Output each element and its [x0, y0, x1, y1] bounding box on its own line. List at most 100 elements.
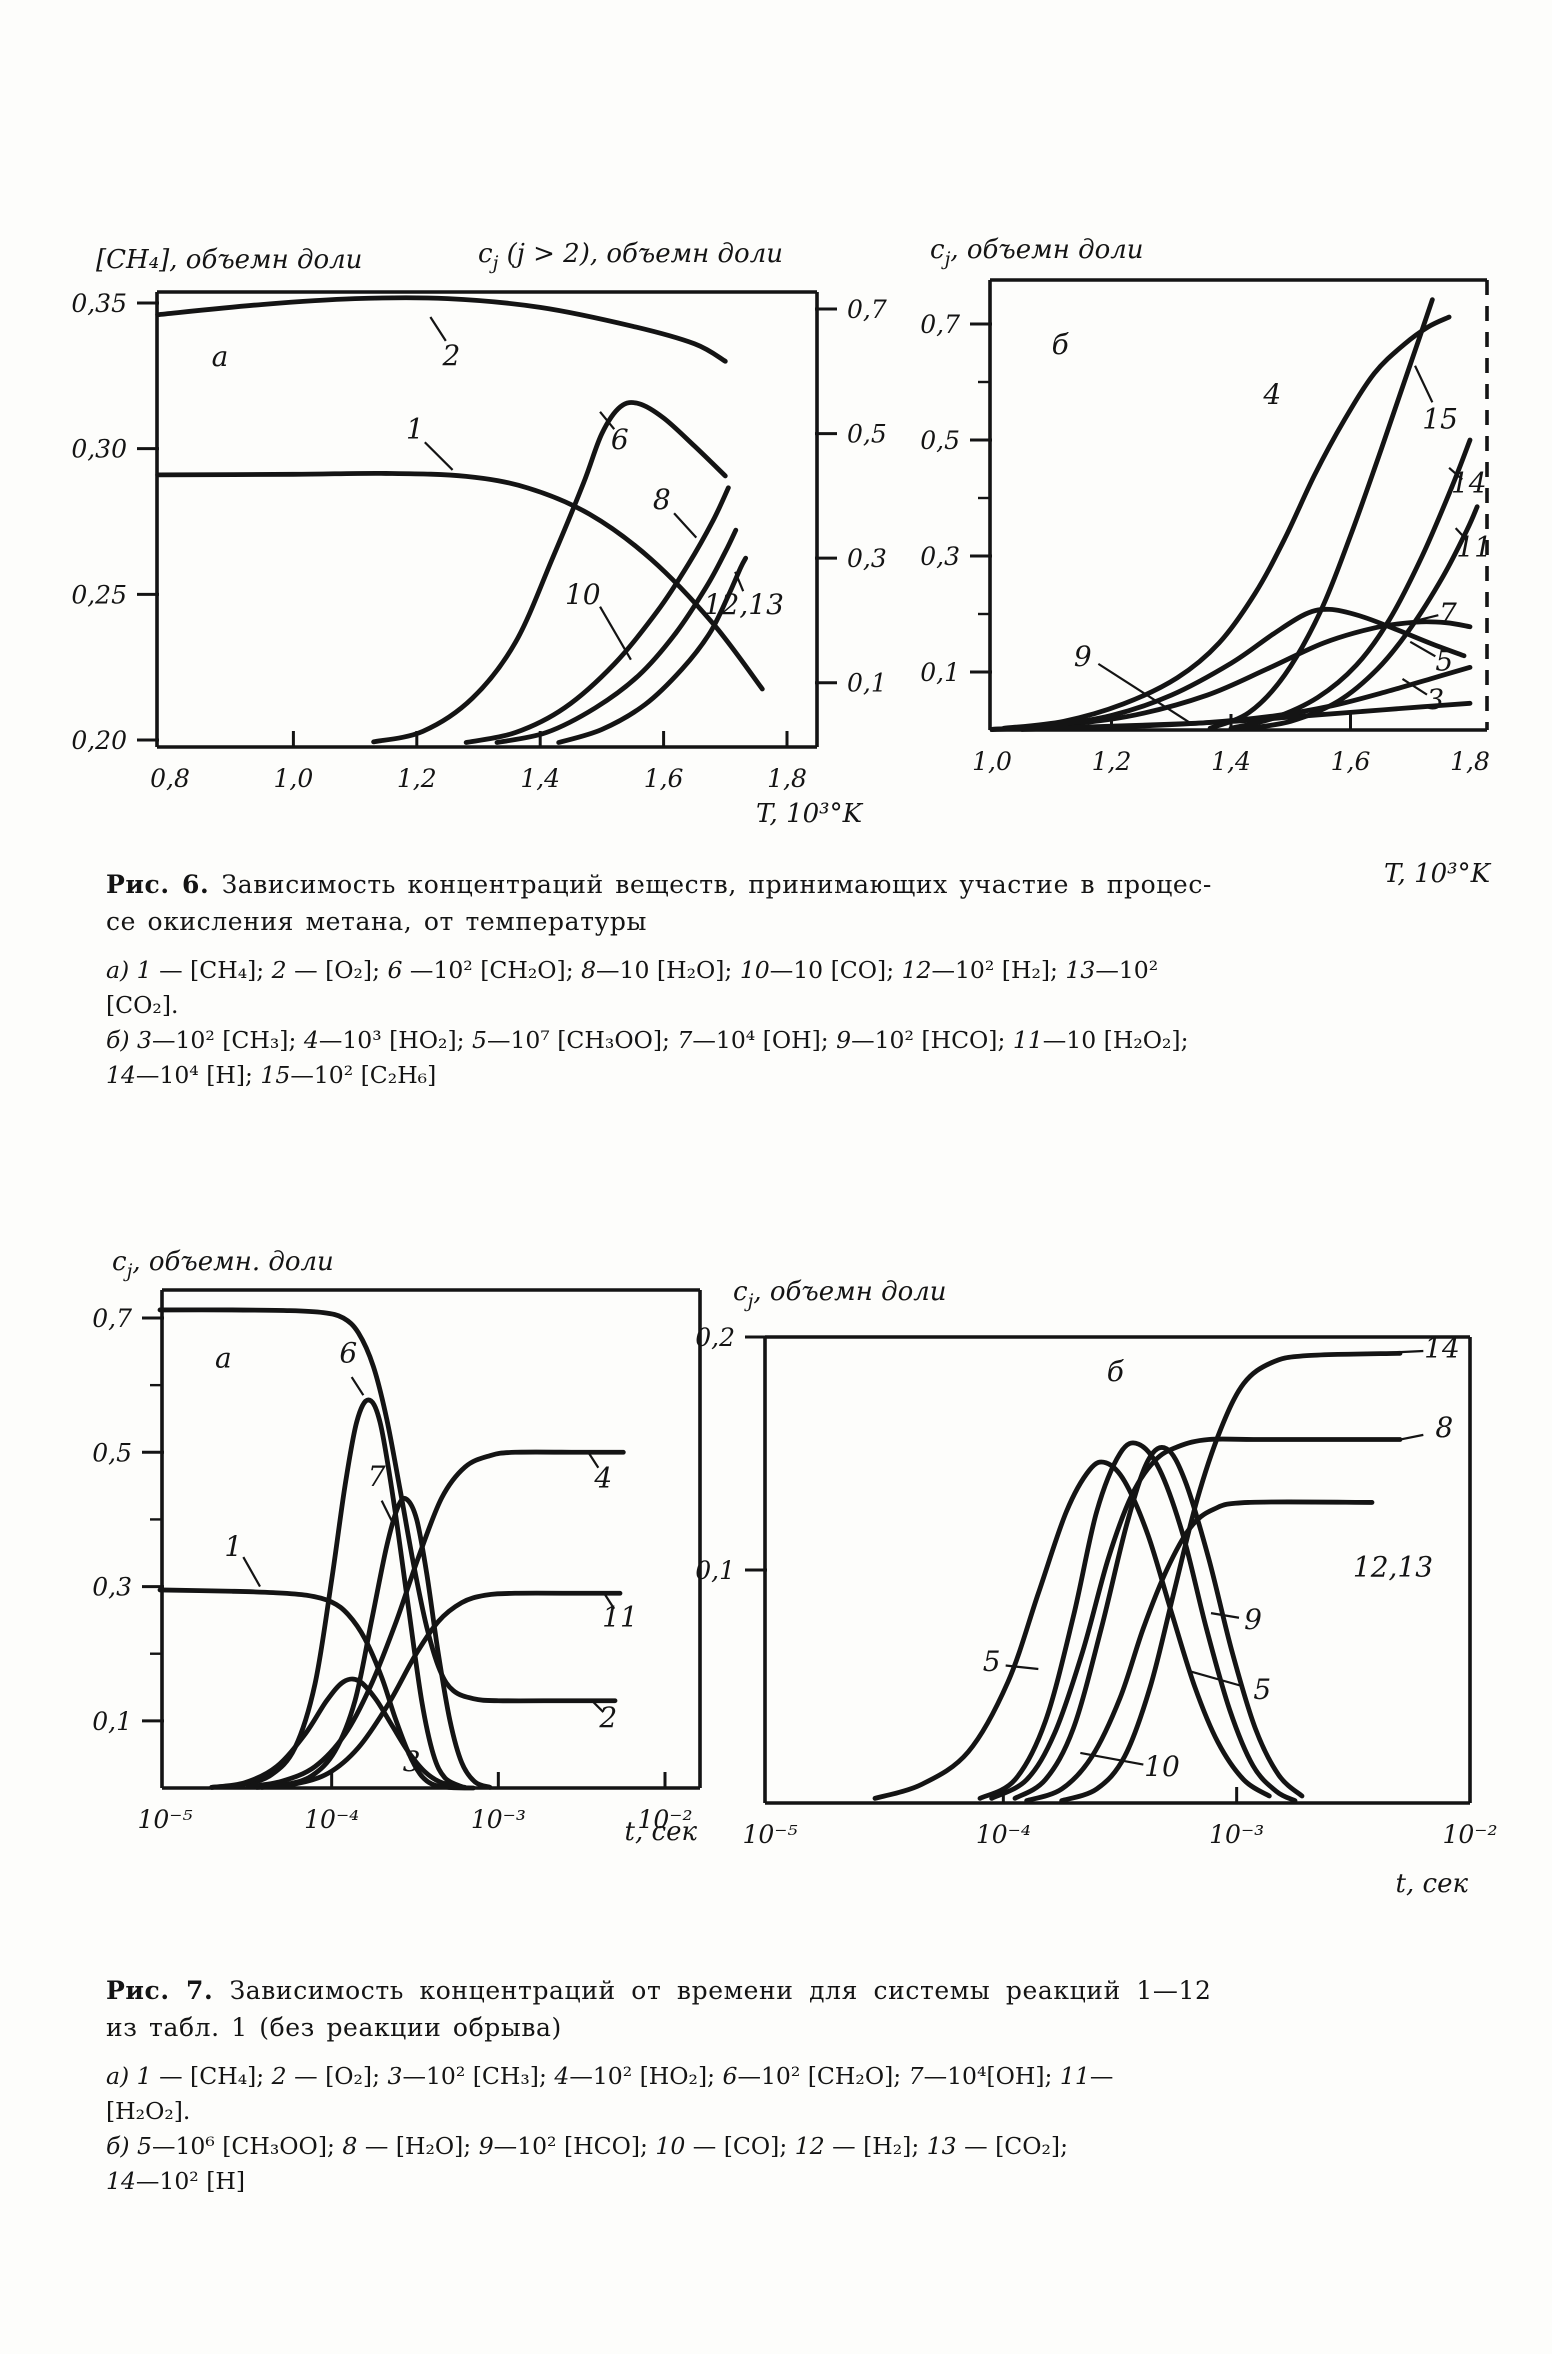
fig7a-curve-label-1: 1 [224, 1530, 242, 1563]
fig7a-leader-line [350, 1376, 365, 1396]
fig6a-x-tick-label: 1,6 [644, 764, 684, 793]
fig6b-curve-label-б: б [1052, 328, 1070, 361]
caption-segment: 11 [1012, 1026, 1043, 1054]
fig7a-leader-line [397, 1729, 407, 1747]
fig6-caption-title-line1: Рис. 6. Зависимость концентраций веществ… [106, 866, 1426, 903]
fig6-caption-list-b1: б) 3—10² [CH₃]; 4—10³ [HO₂]; 5—10⁷ [CH₃O… [106, 1023, 1426, 1058]
fig6a-y-left-axis-title: [CH₄], объемн доли [96, 245, 362, 275]
fig6a-y-tick-label: 0,7 [847, 295, 887, 324]
caption-segment: 3 [387, 2062, 403, 2090]
fig6b-x-tick-label: 1,4 [1211, 747, 1251, 776]
caption-segment: 3 [136, 1026, 152, 1054]
fig7b-series-10-curve [1012, 1445, 1305, 1801]
fig7b-curve-label-б: б [1107, 1355, 1125, 1388]
fig7b-leader-line [1210, 1612, 1240, 1619]
fig6a-x-tick-label: 0,8 [150, 764, 190, 793]
caption-segment: —10² [CH₃]; [151, 1026, 304, 1054]
fig7b-leader-line [1080, 1751, 1144, 1766]
fig6a-series-10-curve [494, 527, 739, 745]
fig6a-series-6-curve [371, 400, 728, 745]
fig7a-series-4-curve [245, 1449, 626, 1790]
fig7a-y-tick-label: 0,3 [92, 1573, 132, 1602]
fig6b-leader-line [1401, 678, 1428, 696]
fig6b-leader-line [1454, 527, 1468, 542]
fig6b-curve-label-9: 9 [1074, 640, 1092, 673]
fig7a-leader-line [242, 1556, 261, 1588]
caption-segment: 1 [136, 2062, 152, 2090]
caption-segment: 4 [303, 1026, 319, 1054]
caption-segment: 10 [739, 956, 770, 984]
fig7-caption-list-a2: [H₂O₂]. [106, 2094, 1426, 2129]
caption-segment: — [H₂]; [824, 2132, 927, 2160]
caption-segment: —10² [C₂H₆] [290, 1061, 437, 1089]
caption-segment: 12 [794, 2132, 825, 2160]
fig6-caption-list-b2: 14—10⁴ [H]; 15—10² [C₂H₆] [106, 1058, 1426, 1093]
fig7b-x-tick-label: 10⁻⁴ [976, 1820, 1031, 1849]
caption-segment: 14 [106, 2167, 136, 2195]
caption-segment: Зависимость концентраций от времени для … [229, 1976, 1212, 2005]
caption-segment: се окисления метана, от температуры [106, 907, 647, 936]
caption-segment: 6 [722, 2062, 738, 2090]
fig6-caption: Рис. 6. Зависимость концентраций веществ… [106, 866, 1426, 1093]
fig7b-curve-label-8: 8 [1435, 1411, 1453, 1444]
caption-segment: — [CO]; [685, 2132, 795, 2160]
fig6b-curve-label-7: 7 [1439, 597, 1457, 630]
caption-segment: 11 [1059, 2062, 1090, 2090]
fig7b-curve-label-10: 10 [1144, 1750, 1180, 1783]
fig7a-leader-line [380, 1500, 393, 1522]
fig6a-y-tick-label: 0,30 [71, 435, 127, 464]
fig6b-y-tick-label: 0,3 [920, 542, 960, 571]
fig6a-y-right-axis-title: cj (j > 2), объемн доли [478, 239, 783, 274]
fig6a-x-tick-label: 1,4 [520, 764, 560, 793]
fig6-caption-title-line2: се окисления метана, от температуры [106, 903, 1426, 940]
fig7a-curve-label-2: 2 [598, 1701, 617, 1734]
caption-segment: —10² [HCO]; [851, 1026, 1013, 1054]
fig6b-curve-label-11: 11 [1456, 530, 1492, 563]
fig7b-series-5-curve [872, 1459, 1272, 1801]
fig7a-x-tick-label: 10⁻² [637, 1805, 692, 1834]
fig6b-leader-line [1409, 640, 1436, 658]
fig6a-leader-line [429, 316, 447, 342]
fig7a-leader-line [588, 1453, 600, 1469]
fig7b-series-12,13-curve [1024, 1499, 1375, 1804]
fig6b-series-11-curve [1240, 504, 1480, 732]
fig7b-x-tick-label: 10⁻³ [1209, 1820, 1264, 1849]
caption-segment: из табл. 1 (без реакции обрыва) [106, 2013, 562, 2042]
fig7a-y-tick-label: 0,5 [92, 1438, 132, 1467]
fig7a-curve-label-4: 4 [593, 1461, 612, 1494]
caption-segment: —10⁴[OH]; [923, 2062, 1060, 2090]
fig6b-leader-line [1448, 467, 1463, 481]
caption-segment: 7 [908, 2062, 924, 2090]
fig6a-y-tick-label: 0,25 [71, 580, 127, 609]
caption-segment: —10² [1095, 956, 1159, 984]
caption-segment: 13 [1065, 956, 1096, 984]
fig6b-x-tick-label: 1,8 [1450, 747, 1490, 776]
fig6a-series-2-curve [155, 295, 728, 364]
fig7a-curve-label-7: 7 [368, 1460, 386, 1493]
fig6a-y-tick-label: 0,35 [71, 289, 127, 318]
fig7b-leader-line [1399, 1349, 1424, 1354]
fig6a-curve-label-8: 8 [653, 483, 671, 516]
caption-segment: 6 [387, 956, 403, 984]
fig6b-leader-line [1414, 365, 1434, 403]
caption-segment: 9 [836, 1026, 852, 1054]
fig7a-curve-label-11: 11 [602, 1600, 638, 1633]
fig6b-leader-line [1414, 614, 1439, 623]
caption-segment: —10 [CO]; [769, 956, 902, 984]
fig7a-leader-line [604, 1594, 616, 1610]
caption-segment: [CO₂]. [106, 991, 179, 1019]
fig6b-y-axis-title: cj, объемн доли [930, 235, 1144, 270]
caption-segment: б) [106, 2132, 137, 2160]
fig7a-x-tick-label: 10⁻³ [471, 1805, 526, 1834]
caption-segment: —10² [CH₃]; [402, 2062, 555, 2090]
caption-segment: —10² [CH₂O]; [737, 2062, 909, 2090]
fig6b-curve-label-14: 14 [1451, 467, 1487, 500]
fig7-caption-list-b1: б) 5—10⁶ [CH₃OO]; 8 — [H₂O]; 9—10² [HCO]… [106, 2129, 1426, 2164]
fig6a-curve-label-12,13: 12,13 [704, 588, 784, 621]
fig6a-x-tick-label: 1,0 [274, 764, 314, 793]
fig6b-x-tick-label: 1,0 [972, 747, 1012, 776]
caption-segment: — [O₂]; [286, 956, 388, 984]
fig7a-leader-line [592, 1701, 605, 1713]
fig7-caption-title-line1: Рис. 7. Зависимость концентраций от врем… [106, 1972, 1426, 2009]
